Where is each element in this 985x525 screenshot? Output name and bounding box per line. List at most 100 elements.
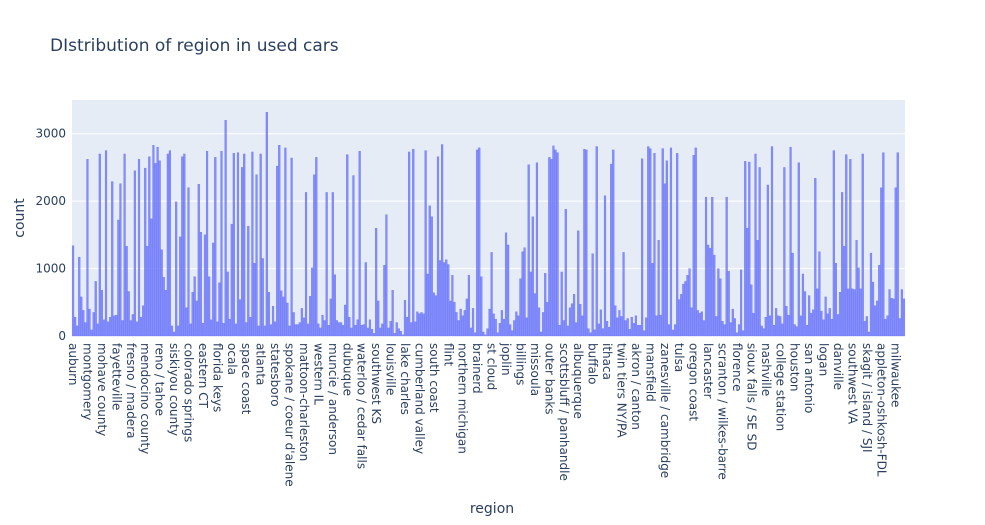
bar	[492, 313, 495, 337]
bar	[152, 145, 155, 337]
bar	[777, 315, 780, 337]
bar	[71, 245, 75, 337]
x-tick-label: appleton-oshkosh-FDL	[874, 343, 888, 477]
bar	[667, 324, 670, 337]
bar	[824, 296, 827, 337]
plot-area	[72, 100, 905, 336]
y-tick-label: 1000	[35, 262, 66, 276]
bar	[245, 322, 248, 337]
bar	[203, 234, 207, 337]
bar	[601, 328, 605, 337]
bar	[263, 325, 266, 337]
bar	[321, 314, 324, 337]
bar	[405, 316, 409, 337]
bar	[564, 209, 567, 337]
bar	[552, 145, 555, 337]
bar	[160, 249, 163, 337]
bar	[599, 309, 602, 337]
bar	[430, 216, 433, 337]
bar	[410, 322, 413, 337]
x-tick-label: billings	[513, 343, 527, 385]
bar	[655, 315, 658, 337]
bar	[702, 320, 706, 337]
bar	[187, 187, 190, 337]
bar	[515, 311, 518, 337]
bar	[863, 321, 866, 337]
x-tick-label: southwest VA	[845, 343, 859, 425]
bar	[422, 313, 425, 337]
x-tick-label: dubuque	[340, 343, 354, 396]
bar	[259, 153, 262, 337]
bar	[717, 268, 720, 337]
bar	[210, 319, 213, 337]
bar	[616, 317, 619, 337]
bar	[744, 161, 747, 337]
bar	[890, 298, 893, 337]
bar	[115, 314, 118, 337]
bar	[770, 146, 774, 337]
x-tick-label: danville	[831, 343, 845, 390]
x-tick-label: reno / tahoe	[153, 343, 167, 416]
bar	[525, 317, 528, 337]
bar	[867, 331, 870, 337]
bar	[383, 265, 386, 337]
bar	[300, 308, 303, 337]
bar	[841, 192, 844, 337]
bar	[653, 153, 656, 337]
bar	[843, 246, 846, 337]
bar	[649, 148, 652, 337]
bar	[416, 311, 419, 337]
bar	[158, 160, 161, 337]
bar	[109, 316, 112, 337]
bar	[177, 325, 180, 337]
x-tick-label: twin tiers NY/PA	[614, 343, 628, 439]
x-tick-label: florence	[730, 343, 744, 392]
bar	[527, 164, 530, 337]
bar	[723, 324, 726, 337]
bar	[882, 152, 885, 337]
bar	[436, 156, 440, 337]
bar	[183, 153, 186, 337]
bar	[886, 315, 889, 337]
x-tick-label: mansfield	[643, 343, 657, 402]
bar	[519, 278, 522, 337]
bar	[247, 225, 250, 337]
bar	[694, 147, 697, 337]
bar	[131, 314, 134, 337]
bar	[366, 327, 369, 337]
bar	[624, 320, 627, 337]
bar	[779, 316, 782, 337]
bar	[350, 327, 353, 337]
bar	[799, 315, 802, 337]
bar	[896, 152, 899, 337]
bar	[500, 310, 503, 337]
x-tick-label: waterloo / cedar falls	[355, 343, 369, 469]
bar	[612, 149, 615, 337]
bar	[781, 323, 784, 337]
bar	[628, 329, 631, 337]
x-axis-title: region	[470, 501, 514, 517]
bar	[325, 192, 328, 337]
bar	[222, 323, 225, 337]
x-tick-label: skagit / island / SJI	[860, 343, 874, 453]
bar	[445, 259, 448, 337]
bar	[261, 258, 264, 337]
bar	[290, 157, 293, 337]
y-tick-label: 3000	[35, 127, 66, 141]
bar	[315, 157, 318, 337]
bar	[750, 284, 753, 337]
bar	[201, 323, 205, 337]
bar	[331, 192, 334, 337]
bar	[408, 151, 411, 337]
bar	[230, 223, 233, 337]
bar	[389, 321, 392, 337]
bar	[810, 312, 813, 337]
bar	[271, 306, 275, 337]
bar	[593, 329, 596, 337]
bar	[618, 310, 621, 337]
bar	[358, 151, 361, 337]
bar	[537, 307, 541, 337]
bar	[399, 331, 402, 337]
bar	[127, 291, 130, 337]
bar	[851, 288, 854, 337]
